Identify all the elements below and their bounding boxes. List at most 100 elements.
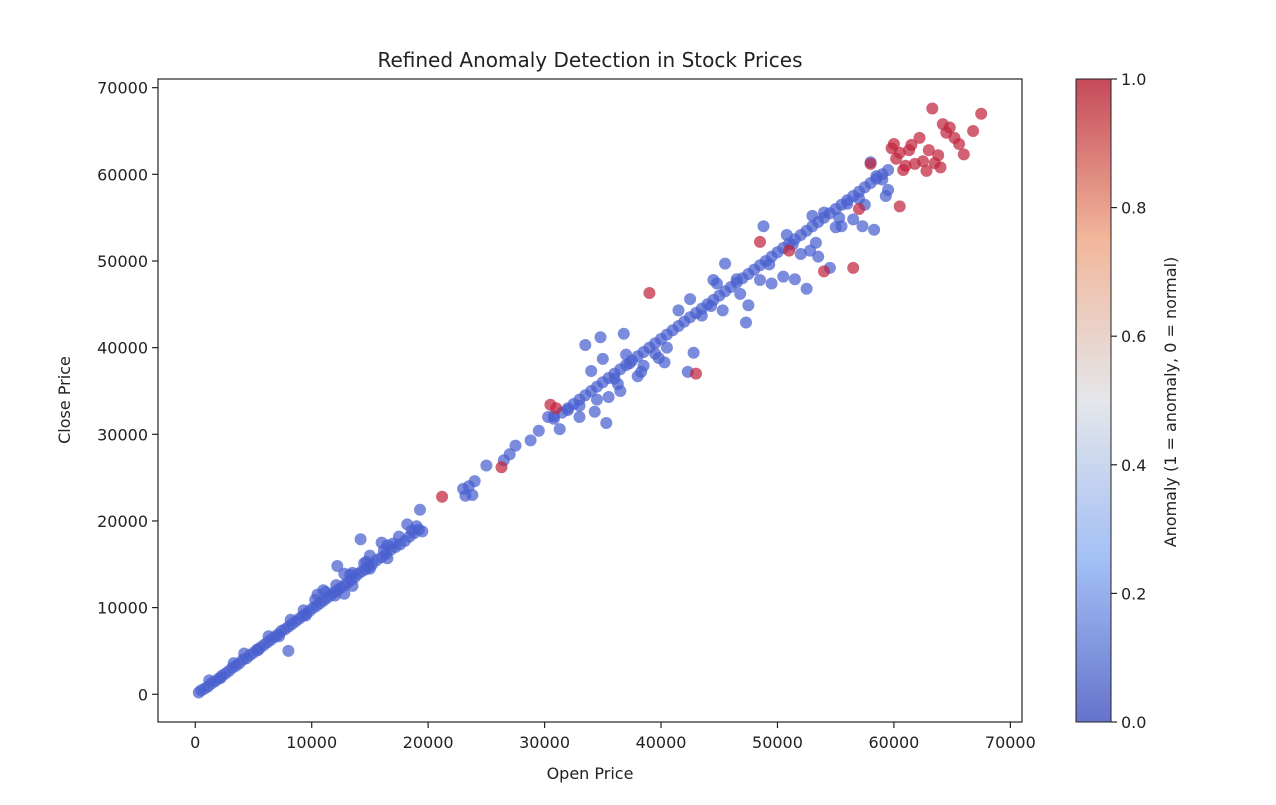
normal-point <box>806 209 819 222</box>
colorbar-axis: 0.0 0.2 0.4 0.6 0.8 1.0 <box>1111 70 1146 732</box>
normal-point <box>757 220 770 233</box>
normal-point <box>602 391 615 403</box>
normal-point <box>847 213 860 226</box>
anomaly-point <box>847 261 860 274</box>
normal-point <box>870 170 883 183</box>
normal-point <box>868 223 881 236</box>
anomaly-point <box>690 367 702 380</box>
normal-point <box>765 277 778 290</box>
normal-point <box>262 630 275 643</box>
normal-point <box>763 258 776 271</box>
normal-point <box>468 475 481 488</box>
anomaly-point <box>818 265 830 278</box>
normal-point <box>346 579 359 592</box>
anomaly-point <box>885 142 898 155</box>
anomaly-point <box>754 235 766 248</box>
normal-point <box>311 588 324 601</box>
normal-point <box>716 304 729 317</box>
normal-point <box>553 423 566 436</box>
normal-point <box>227 657 240 670</box>
normal-point <box>203 674 216 687</box>
normal-point <box>338 587 351 600</box>
y-tick-label: 40000 <box>97 339 148 358</box>
normal-point <box>734 287 747 300</box>
normal-point <box>710 277 723 290</box>
normal-point <box>579 339 592 351</box>
normal-point <box>252 644 265 657</box>
normal-point <box>635 365 648 378</box>
normal-point <box>594 331 607 344</box>
anomaly-point <box>495 461 508 474</box>
anomaly-point <box>943 121 956 134</box>
anomaly-point <box>922 144 935 157</box>
normal-point <box>282 644 295 657</box>
anomaly-point <box>917 155 929 168</box>
anomaly-point <box>967 125 980 137</box>
y-tick-label: 60000 <box>97 165 148 184</box>
normal-point <box>588 405 601 418</box>
y-axis: 0 10000 20000 30000 40000 50000 60000 70000 <box>97 79 158 704</box>
anomaly-point <box>905 138 918 151</box>
anomaly-point <box>550 402 563 415</box>
normal-point <box>794 248 807 260</box>
anomaly-point <box>932 149 945 162</box>
colorbar-tick-label: 1.0 <box>1121 70 1146 89</box>
normal-point <box>600 417 613 429</box>
anomaly-point <box>975 107 988 120</box>
anomaly-point <box>864 157 877 170</box>
normal-point <box>214 671 227 684</box>
normal-point <box>414 503 426 516</box>
y-tick-label: 70000 <box>97 79 148 98</box>
normal-point <box>466 489 479 501</box>
normal-point <box>740 316 752 329</box>
y-tick-label: 0 <box>138 685 148 704</box>
normal-point <box>658 356 671 369</box>
x-tick-label: 60000 <box>868 733 919 752</box>
normal-point <box>585 365 598 377</box>
y-tick-label: 10000 <box>97 599 148 618</box>
normal-point <box>561 404 574 416</box>
colorbar-tick-label: 0.2 <box>1121 584 1146 603</box>
anomaly-point <box>436 490 449 503</box>
y-axis-label: Close Price <box>55 356 74 444</box>
normal-point <box>611 378 624 390</box>
normal-point <box>284 613 297 626</box>
anomaly-point <box>783 244 796 257</box>
normal-point <box>532 424 545 437</box>
colorbar-tick-label: 0.4 <box>1121 456 1146 475</box>
normal-point <box>405 524 418 537</box>
y-tick-label: 20000 <box>97 512 148 531</box>
normal-point <box>879 190 892 202</box>
normal-point <box>818 206 830 219</box>
normal-point <box>354 533 367 546</box>
normal-point <box>788 273 801 286</box>
normal-point <box>330 579 343 592</box>
normal-point <box>480 459 493 472</box>
x-axis-label: Open Price <box>547 764 634 783</box>
normal-point <box>695 309 708 322</box>
normal-point <box>841 197 854 210</box>
normal-point <box>338 567 351 580</box>
normal-point <box>360 555 373 568</box>
normal-point <box>387 537 400 550</box>
normal-point <box>331 560 344 572</box>
normal-point <box>780 229 793 241</box>
normal-point <box>777 270 790 283</box>
normal-point <box>509 439 522 452</box>
x-tick-label: 20000 <box>403 733 454 752</box>
normal-point <box>591 393 603 406</box>
x-tick-label: 10000 <box>286 733 337 752</box>
colorbar <box>1075 78 1112 723</box>
y-tick-label: 30000 <box>97 425 148 444</box>
anomaly-point <box>934 161 947 174</box>
normal-point <box>754 274 766 286</box>
normal-point <box>573 411 586 423</box>
y-tick-label: 50000 <box>97 252 148 271</box>
colorbar-tick-label: 0.6 <box>1121 327 1146 346</box>
colorbar-tick-label: 0.8 <box>1121 199 1146 218</box>
normal-point <box>299 609 312 622</box>
x-tick-label: 0 <box>190 733 200 752</box>
x-tick-label: 40000 <box>636 733 687 752</box>
anomaly-point <box>643 287 656 299</box>
